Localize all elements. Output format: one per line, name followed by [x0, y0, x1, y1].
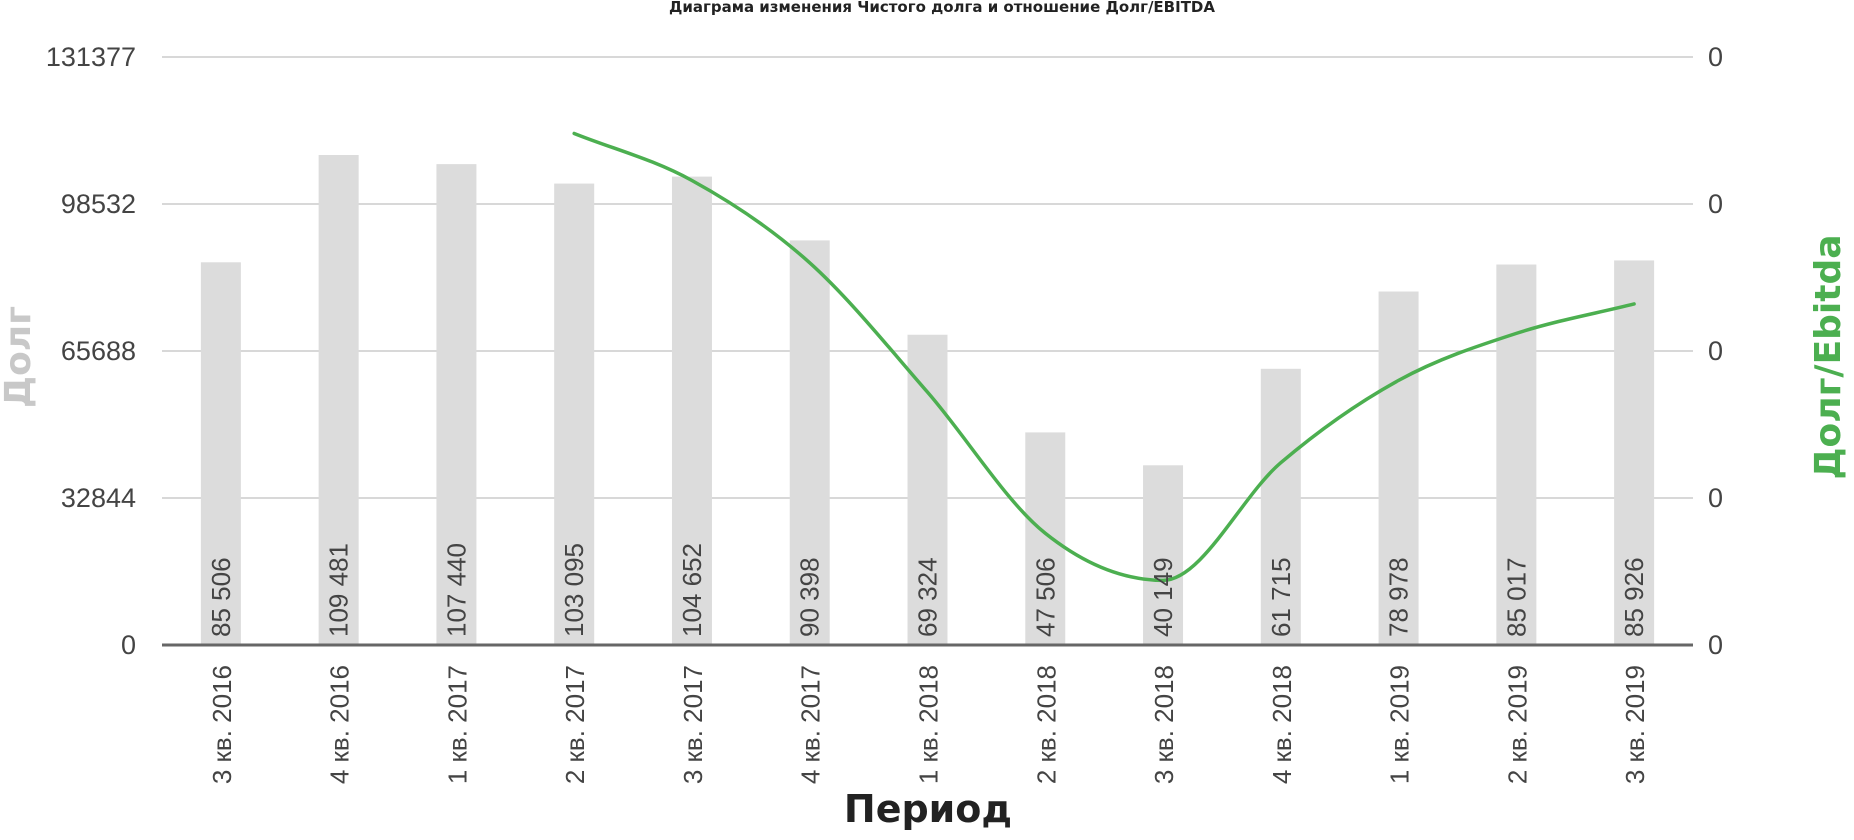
y2-tick-label: 0 — [1708, 630, 1723, 660]
bar-value-label: 78 978 — [1384, 557, 1414, 637]
y-axis-label: Долг — [0, 306, 39, 408]
chart-title: Диаграма изменения Чистого долга и отнош… — [669, 0, 1215, 16]
bar-value-label: 47 506 — [1030, 557, 1060, 637]
x-tick-label: 3 кв. 2017 — [678, 665, 708, 784]
bar-value-label: 109 481 — [324, 543, 354, 637]
x-tick-label: 2 кв. 2019 — [1502, 665, 1532, 784]
x-tick-label: 1 кв. 2019 — [1385, 665, 1415, 784]
bar-series — [200, 154, 1655, 646]
x-tick-label: 1 кв. 2017 — [442, 665, 472, 784]
y-tick-label: 65688 — [61, 336, 136, 366]
x-tick-label: 4 кв. 2018 — [1267, 665, 1297, 784]
x-axis-label: Период — [844, 787, 1012, 831]
bar-value-label: 85 506 — [206, 557, 236, 637]
bar — [554, 183, 595, 645]
y2-tick-label: 0 — [1708, 42, 1723, 72]
y-tick-label: 98532 — [61, 189, 136, 219]
x-tick-label: 2 кв. 2017 — [560, 665, 590, 784]
bar-value-label: 85 017 — [1501, 557, 1531, 637]
labels: 131377 0 98532 0 65688 0 32844 0 0 0 85 506 109 481… — [46, 42, 1723, 784]
bar — [200, 262, 241, 645]
x-tick-label: 4 кв. 2017 — [796, 665, 826, 784]
x-tick-label: 1 кв. 2018 — [914, 665, 944, 784]
bar — [1143, 465, 1184, 645]
bar — [1378, 291, 1419, 645]
y-tick-label: 131377 — [46, 42, 136, 72]
y-tick-label: 0 — [121, 630, 136, 660]
bar-value-label: 90 398 — [795, 557, 825, 637]
bar — [789, 240, 830, 645]
x-tick-label: 3 кв. 2016 — [207, 665, 237, 784]
x-tick-label: 2 кв. 2018 — [1031, 665, 1061, 784]
bar-value-label: 69 324 — [913, 557, 943, 637]
bar — [671, 176, 712, 646]
bar — [318, 154, 359, 645]
bar — [436, 164, 477, 645]
bar-value-label: 40 149 — [1148, 557, 1178, 637]
line-path — [572, 131, 1636, 583]
x-tick-label: 4 кв. 2016 — [325, 665, 355, 784]
bar-value-label: 107 440 — [441, 543, 471, 637]
y-tick-label: 32844 — [61, 483, 136, 513]
y2-tick-label: 0 — [1708, 483, 1723, 513]
y2-tick-label: 0 — [1708, 189, 1723, 219]
bar-value-label: 85 926 — [1619, 557, 1649, 637]
bar-value-label: 61 715 — [1266, 557, 1296, 637]
line-series — [572, 131, 1636, 583]
x-tick-label: 3 кв. 2018 — [1149, 665, 1179, 784]
bar — [1260, 368, 1301, 645]
bar — [1025, 432, 1066, 645]
y2-tick-label: 0 — [1708, 336, 1723, 366]
bar — [907, 334, 948, 645]
y2-axis-label: Долг/Ebitda — [1808, 234, 1849, 479]
bar — [1614, 260, 1655, 645]
bar-value-label: 104 652 — [677, 543, 707, 637]
bar-value-label: 103 095 — [559, 543, 589, 637]
x-tick-label: 3 кв. 2019 — [1620, 665, 1650, 784]
